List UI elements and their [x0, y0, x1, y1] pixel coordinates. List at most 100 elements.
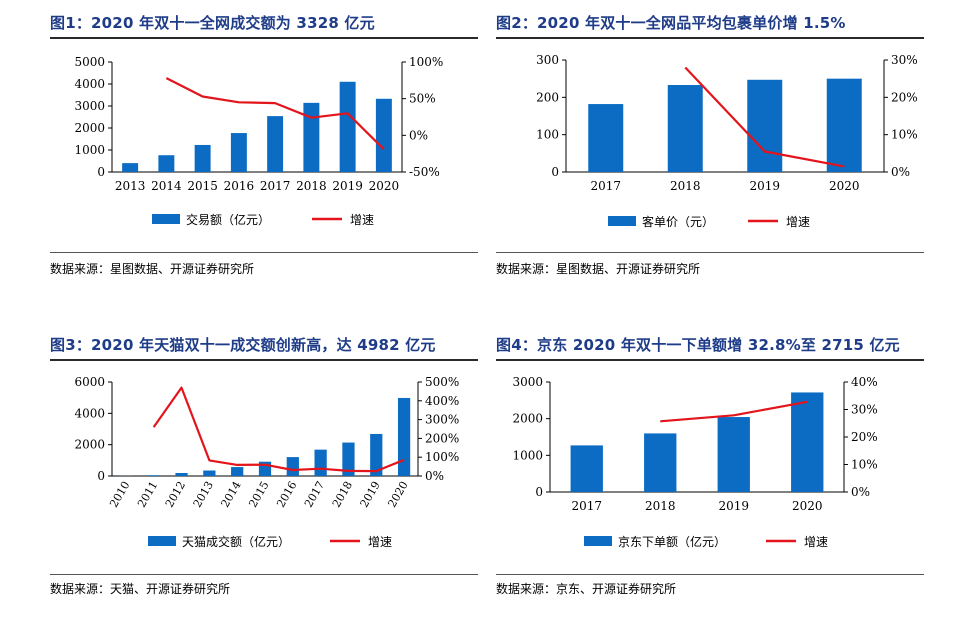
y-right-tick-label: 50%	[409, 92, 436, 106]
x-tick-label: 2013	[191, 479, 216, 510]
y-left-tick-label: 0	[97, 165, 105, 179]
x-tick-label: 2017	[571, 499, 602, 513]
y-left-tick-label: 0	[551, 165, 559, 179]
y-left-tick-label: 1000	[512, 448, 543, 462]
x-tick-label: 2015	[246, 479, 271, 510]
x-tick-label: 2020	[385, 479, 410, 510]
y-left-tick-label: 0	[535, 485, 543, 499]
y-left-tick-label: 3000	[512, 375, 543, 389]
legend-bar-label: 京东下单额（亿元）	[618, 534, 726, 549]
legend-line-label: 增速	[804, 535, 828, 549]
y-left-tick-label: 0	[97, 469, 105, 483]
legend-bar-label: 交易额（亿元）	[186, 212, 270, 227]
y-right-tick-label: -50%	[409, 165, 440, 179]
y-right-tick-label: 10%	[891, 128, 918, 142]
bar-2018	[668, 85, 703, 172]
x-tick-label: 2019	[358, 479, 383, 510]
legend-bar-swatch	[608, 216, 636, 226]
x-tick-label: 2019	[718, 499, 749, 513]
x-tick-label: 2020	[369, 179, 400, 193]
bar-2017	[315, 450, 327, 476]
x-tick-label: 2019	[332, 179, 363, 193]
y-left-tick-label: 2000	[74, 438, 105, 452]
y-right-tick-label: 30%	[891, 53, 918, 67]
bar-2011	[148, 475, 160, 476]
bar-2019	[747, 80, 782, 172]
x-tick-label: 2015	[187, 179, 218, 193]
y-left-tick-label: 5000	[74, 55, 105, 69]
y-left-tick-label: 2000	[512, 412, 543, 426]
legend-bar-label: 天猫成交额（亿元）	[182, 534, 290, 549]
x-tick-label: 2014	[219, 479, 244, 510]
x-tick-label: 2017	[260, 179, 291, 193]
bar-2012	[175, 473, 187, 476]
y-right-tick-label: 20%	[851, 430, 878, 444]
source-rule	[496, 574, 924, 575]
x-tick-label: 2011	[135, 479, 160, 510]
legend-line-label: 增速	[786, 215, 810, 229]
y-right-tick-label: 100%	[409, 55, 443, 69]
y-right-tick-label: 0%	[425, 469, 444, 483]
bar-2017	[588, 104, 623, 172]
y-right-tick-label: 0%	[409, 128, 428, 142]
bar-2015	[195, 145, 211, 172]
bar-2017	[571, 445, 603, 492]
x-tick-label: 2020	[792, 499, 823, 513]
legend-bar-swatch	[148, 536, 176, 546]
bar-2019	[718, 417, 750, 492]
y-left-tick-label: 2000	[74, 121, 105, 135]
legend-bar-label: 客单价（元）	[642, 214, 714, 229]
y-left-tick-label: 3000	[74, 99, 105, 113]
x-tick-label: 2017	[302, 479, 327, 510]
source-rule	[50, 574, 478, 575]
bar-2013	[203, 471, 215, 476]
x-tick-label: 2020	[829, 179, 860, 193]
bar-2017	[267, 116, 283, 172]
y-left-tick-label: 1000	[74, 143, 105, 157]
y-left-tick-label: 200	[536, 90, 559, 104]
bar-2013	[122, 163, 138, 172]
x-tick-label: 2012	[163, 479, 188, 510]
bar-2020	[827, 79, 862, 172]
bar-2016	[287, 457, 299, 476]
y-left-tick-label: 100	[536, 128, 559, 142]
y-right-tick-label: 20%	[891, 90, 918, 104]
y-right-tick-label: 200%	[425, 431, 459, 445]
y-right-tick-label: 0%	[891, 165, 910, 179]
chart-3-source: 数据来源：天猫、开源证券研究所	[50, 580, 230, 597]
bar-2016	[231, 133, 247, 172]
legend-bar-swatch	[584, 536, 612, 546]
y-right-tick-label: 0%	[851, 485, 870, 499]
bar-2020	[791, 392, 823, 492]
growth-line	[154, 388, 404, 472]
legend-bar-swatch	[152, 214, 180, 224]
y-left-tick-label: 4000	[74, 406, 105, 420]
chart-1-source: 数据来源：星图数据、开源证券研究所	[50, 260, 254, 277]
y-right-tick-label: 30%	[851, 403, 878, 417]
bar-2020	[376, 99, 392, 172]
x-tick-label: 2010	[107, 479, 132, 510]
x-tick-label: 2016	[274, 479, 299, 510]
bar-2018	[644, 433, 676, 492]
y-left-tick-label: 6000	[74, 375, 105, 389]
y-left-tick-label: 300	[536, 53, 559, 67]
y-right-tick-label: 10%	[851, 458, 878, 472]
x-tick-label: 2017	[590, 179, 621, 193]
bar-2020	[398, 398, 410, 476]
y-right-tick-label: 400%	[425, 394, 459, 408]
chart-2-source: 数据来源：星图数据、开源证券研究所	[496, 260, 700, 277]
chart-4-source: 数据来源：京东、开源证券研究所	[496, 580, 676, 597]
bar-2014	[158, 155, 174, 172]
bar-2018	[303, 103, 319, 172]
x-tick-label: 2013	[115, 179, 146, 193]
legend-line-label: 增速	[368, 535, 392, 549]
legend-line-label: 增速	[350, 213, 374, 227]
bar-2014	[231, 467, 243, 476]
